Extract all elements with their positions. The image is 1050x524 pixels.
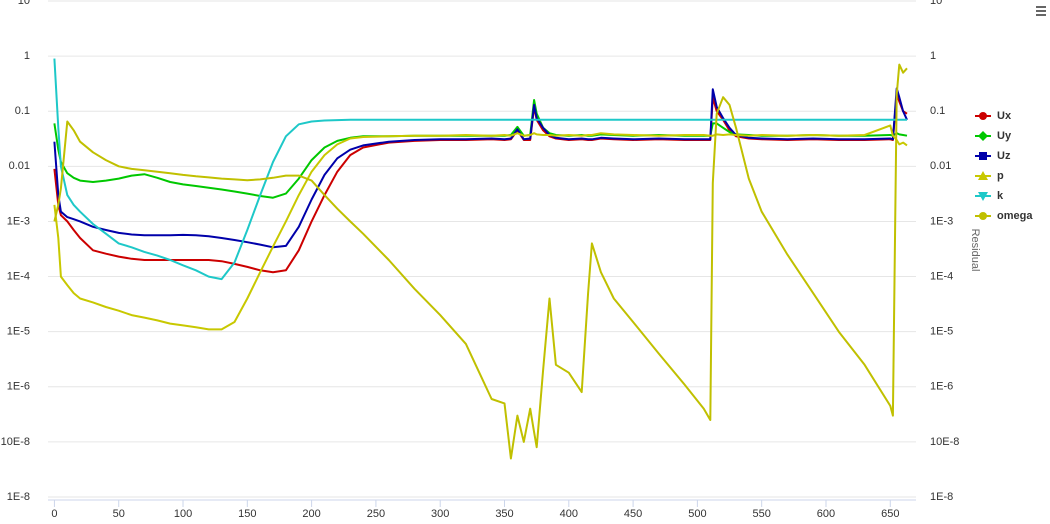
y2-tick-label: 0.1 — [930, 105, 945, 117]
legend-marker — [978, 192, 988, 201]
y2-tick-label: 10E-8 — [930, 436, 959, 448]
x-tick-label: 300 — [431, 508, 449, 520]
x-tick-label: 250 — [367, 508, 385, 520]
y-tick-label: 1E-3 — [7, 215, 30, 227]
series-line — [53, 99, 908, 199]
x-tick-label: 350 — [495, 508, 513, 520]
y-tick-label: 1E-6 — [7, 381, 30, 393]
legend-marker — [978, 131, 988, 141]
legend-label: p — [997, 170, 1004, 182]
y-tick-label: 1E-5 — [7, 326, 30, 338]
y-tick-label: 1 — [24, 50, 30, 62]
y2-tick-label: 10 — [930, 0, 942, 7]
legend-item[interactable]: Uz — [975, 150, 1011, 162]
y-tick-label: 10E-8 — [1, 436, 30, 448]
x-tick-label: 150 — [238, 508, 256, 520]
legend-label: k — [997, 190, 1004, 202]
legend-item[interactable]: Ux — [975, 110, 1012, 122]
y2-tick-label: 1 — [930, 50, 936, 62]
legend: Ux Uy Uz pk omega — [975, 110, 1033, 222]
series-line — [53, 63, 908, 460]
y2-tick-label: 1E-3 — [930, 215, 953, 227]
x-tick-label: 500 — [688, 508, 706, 520]
menu-icon[interactable] — [1036, 6, 1046, 16]
x-tick-label: 0 — [51, 508, 57, 520]
series-line — [53, 58, 907, 281]
series-line — [53, 124, 908, 331]
y2-tick-label: 1E-5 — [930, 326, 953, 338]
y2-tick-label: 1E-8 — [930, 491, 953, 503]
legend-item[interactable]: k — [975, 190, 1004, 202]
legend-item[interactable]: p — [975, 170, 1004, 182]
legend-label: Uy — [997, 130, 1012, 142]
x-tick-label: 450 — [624, 508, 642, 520]
y2-tick-label: 1E-4 — [930, 270, 953, 282]
legend-item[interactable]: omega — [975, 210, 1033, 222]
legend-label: omega — [997, 210, 1033, 222]
series-line — [53, 87, 908, 249]
legend-label: Uz — [997, 150, 1011, 162]
y2-tick-label: 0.01 — [930, 160, 951, 172]
legend-item[interactable]: Uy — [975, 130, 1012, 142]
y-tick-label: 0.01 — [9, 160, 30, 172]
y-tick-label: 1E-8 — [7, 491, 30, 503]
x-tick-label: 550 — [753, 508, 771, 520]
y2-axis-title: Residual — [969, 229, 981, 272]
x-tick-label: 600 — [817, 508, 835, 520]
legend-marker — [978, 171, 988, 180]
legend-marker — [979, 212, 987, 220]
y-tick-label: 0.1 — [15, 105, 30, 117]
legend-marker — [979, 152, 987, 160]
legend-marker — [979, 112, 987, 120]
x-tick-label: 400 — [560, 508, 578, 520]
y2-tick-label: 1E-6 — [930, 381, 953, 393]
x-tick-label: 200 — [302, 508, 320, 520]
y-tick-label: 10 — [18, 0, 30, 7]
x-tick-label: 650 — [881, 508, 899, 520]
legend-label: Ux — [997, 110, 1012, 122]
x-tick-label: 50 — [113, 508, 125, 520]
x-tick-label: 100 — [174, 508, 192, 520]
y-tick-label: 1E-4 — [7, 270, 30, 282]
